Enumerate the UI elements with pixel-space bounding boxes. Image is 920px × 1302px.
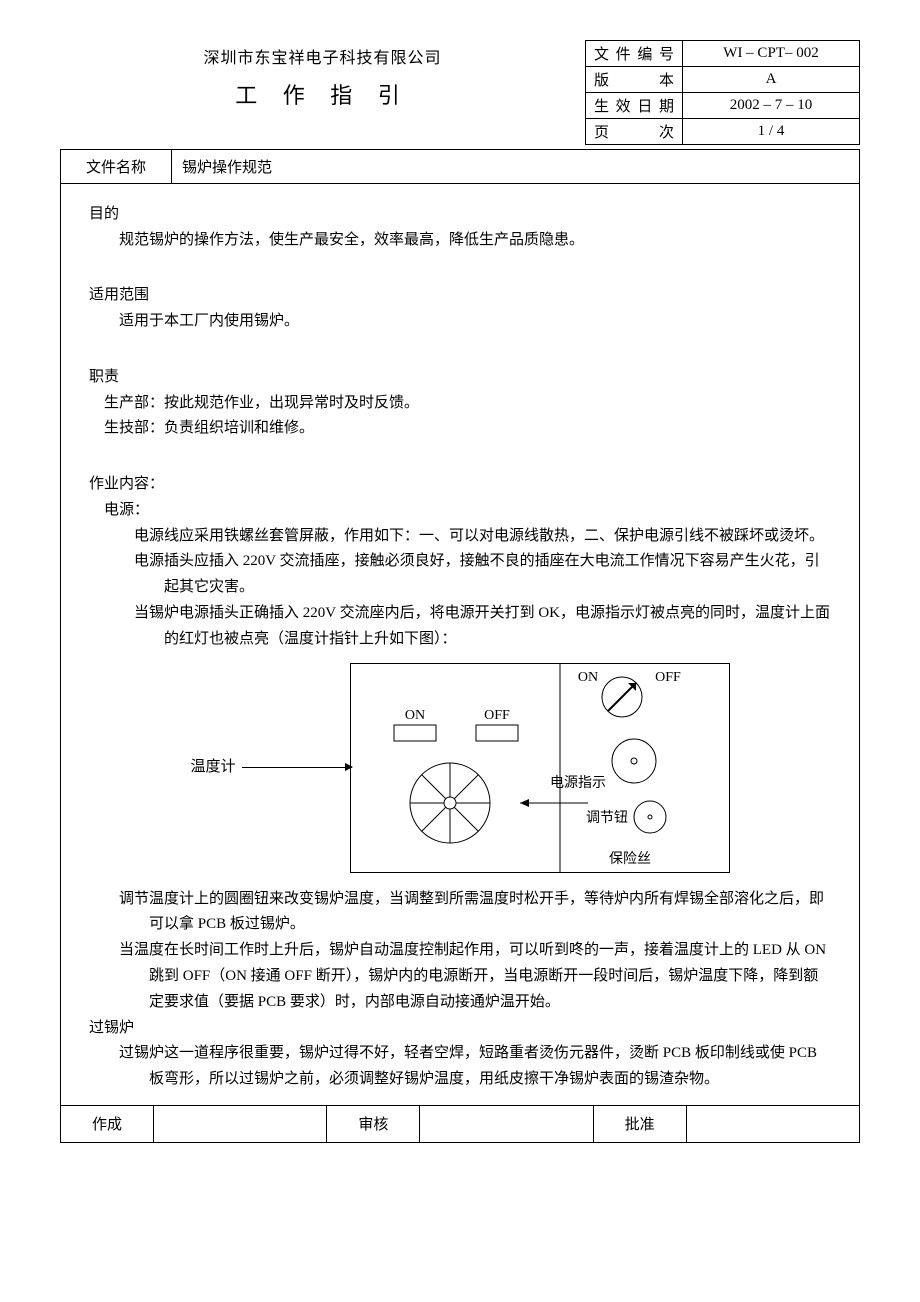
auto-control-paragraph: 当温度在长时间工作时上升后，锡炉自动温度控制起作用，可以听到咚的一声，接着温度计… [149,938,831,1015]
signoff-review-label: 审核 [327,1105,420,1142]
version-value: A [683,67,860,93]
signoff-approve-label: 批准 [593,1105,686,1142]
resp-line2: 生技部：负责组织培训和维修。 [104,416,831,442]
svg-text:保险丝: 保险丝 [609,851,651,867]
filename-label: 文件名称 [61,150,172,184]
over-furnace-paragraph: 过锡炉这一道程序很重要，锡炉过得不好，轻者空焊，短路重者烫伤元器件，烫断 PCB… [149,1041,831,1093]
adjust-paragraph: 调节温度计上的圆圈钮来改变锡炉温度，当调整到所需温度时松开手，等待炉内所有焊锡全… [149,887,831,939]
meta-table: 文件编号 WI – CPT– 002 版 本 A 生效日期 2002 – 7 –… [585,40,860,145]
control-panel-diagram: ON OFF ON OFF 电源指示调节钮保险丝 [350,663,730,873]
effective-value: 2002 – 7 – 10 [683,93,860,119]
over-furnace-title: 过锡炉 [89,1016,831,1042]
purpose-title: 目的 [89,202,831,228]
power-p3: 当锡炉电源插头正确插入 220V 交流座内后，将电源开关打到 OK，电源指示灯被… [164,601,831,653]
svg-text:调节钮: 调节钮 [586,810,628,826]
svg-text:电源指示: 电源指示 [550,775,606,791]
svg-text:OFF: OFF [484,708,510,723]
signoff-review-blank [420,1105,593,1142]
resp-title: 职责 [89,365,831,391]
resp-line1: 生产部：按此规范作业，出现异常时及时反馈。 [104,391,831,417]
doc-no-label: 文件编号 [586,41,683,67]
signoff-table: 作成 审核 批准 [60,1105,860,1143]
filename-row: 文件名称 锡炉操作规范 [60,149,860,184]
power-p1: 电源线应采用铁螺丝套管屏蔽，作用如下：一、可以对电源线散热，二、保护电源引线不被… [164,524,831,550]
scope-body: 适用于本工厂内使用锡炉。 [119,309,831,335]
document-type: 工 作 指 引 [60,78,585,110]
version-label: 版 本 [586,67,683,93]
power-p2: 电源插头应插入 220V 交流插座，接触必须良好，接触不良的插座在大电流工作情况… [164,549,831,601]
signoff-make-blank [154,1105,327,1142]
scope-title: 适用范围 [89,283,831,309]
svg-text:ON: ON [577,670,597,685]
svg-text:ON: ON [404,708,424,723]
body: 目的 规范锡炉的操作方法，使生产最安全，效率最高，降低生产品质隐患。 适用范围 … [60,184,860,1105]
thermometer-label: 温度计 [190,755,235,781]
power-title: 电源： [104,498,831,524]
page-value: 1 / 4 [683,119,860,145]
page-label: 页 次 [586,119,683,145]
work-title: 作业内容： [89,472,831,498]
signoff-approve-blank [686,1105,859,1142]
filename-value: 锡炉操作规范 [172,150,860,184]
arrow-to-dial-icon [242,767,352,768]
doc-no-value: WI – CPT– 002 [683,41,860,67]
svg-text:OFF: OFF [655,670,681,685]
purpose-body: 规范锡炉的操作方法，使生产最安全，效率最高，降低生产品质隐患。 [119,228,831,254]
signoff-make-label: 作成 [61,1105,154,1142]
company-name: 深圳市东宝祥电子科技有限公司 [60,44,585,68]
effective-label: 生效日期 [586,93,683,119]
